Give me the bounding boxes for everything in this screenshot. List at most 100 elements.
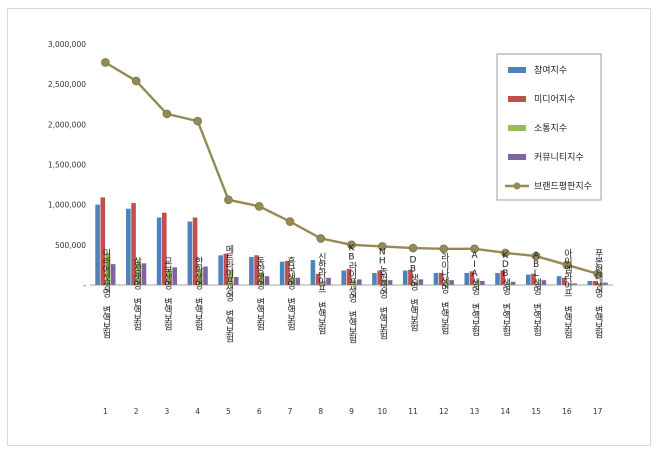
brand-index-point-8: [316, 234, 326, 243]
category-label-7: 흥국생명 변액보험: [285, 255, 295, 330]
bar-5-series-2: [223, 253, 229, 285]
legend-swatch-1: [508, 67, 526, 73]
bar-2-series-1: [126, 208, 131, 285]
bar-1-series-2: [100, 197, 106, 285]
bar-8-series-4: [326, 277, 331, 285]
bar-9-series-4: [357, 279, 362, 285]
bar-9-series-1: [341, 270, 346, 285]
bar-13-series-1: [464, 272, 470, 285]
bar-10-series-2: [377, 270, 382, 285]
brand-index-point-17: [593, 269, 602, 279]
bar-13-series-3: [474, 280, 480, 285]
bar-3-series-1: [156, 217, 162, 285]
bar-5-series-3: [228, 269, 234, 285]
category-label-15: ABL생명 변액보험: [531, 251, 541, 336]
rank-label-13: 13: [470, 407, 480, 416]
bar-16-series-1: [556, 276, 562, 285]
bar-2-series-2: [131, 203, 136, 285]
y-tick-label: -: [83, 281, 86, 290]
rank-label-4: 4: [195, 407, 200, 416]
bar-16-series-2: [561, 277, 567, 285]
bar-1-series-4: [110, 264, 116, 285]
brand-index-point-7: [285, 217, 295, 226]
brand-index-point-10: [377, 242, 387, 251]
bar-8-series-1: [310, 260, 316, 285]
bar-14-series-4: [510, 281, 516, 285]
rank-label-7: 7: [288, 407, 293, 416]
bar-3-series-3: [167, 268, 172, 285]
rank-label-9: 9: [349, 407, 354, 416]
legend-label-1: 참여지수: [534, 64, 567, 76]
bar-12-series-1: [433, 272, 439, 285]
bar-7-series-3: [290, 276, 295, 285]
bar-16-series-4: [572, 283, 577, 285]
bar-14-series-3: [505, 282, 511, 285]
bar-7-series-4: [295, 277, 301, 285]
category-label-11: DB생명 변액보험: [408, 256, 418, 332]
bar-3-series-4: [172, 267, 178, 285]
category-label-4: 한화생명 변액보험: [193, 256, 203, 330]
bar-4-series-4: [203, 266, 208, 285]
category-label-13: AIA생명 변액보험: [470, 251, 480, 336]
brand-index-point-3: [162, 109, 172, 119]
bar-12-series-2: [438, 272, 444, 285]
bar-13-series-2: [469, 271, 475, 285]
bar-17-series-3: [597, 283, 603, 285]
bar-9-series-3: [351, 280, 357, 285]
bar-1-series-1: [95, 204, 100, 285]
category-label-17: 푸본현대생명 변액보험: [593, 248, 603, 338]
brand-index-point-4: [193, 116, 202, 126]
x-axis: 미래에셋생명 변액보험 1 삼성생명 변액보험 2 교보생명 변액보험 3 한화생명 변액보…: [90, 244, 613, 416]
bar-15-series-4: [541, 280, 547, 285]
category-label-9: KB라이프생명 변액보험: [347, 244, 357, 344]
brand-index-point-13: [470, 244, 479, 254]
brand-index-point-14: [501, 248, 510, 258]
bar-11-series-4: [418, 279, 424, 285]
y-tick-label: 2,000,000: [48, 120, 86, 129]
bar-2-series-3: [136, 260, 142, 285]
bar-7-series-1: [279, 261, 285, 285]
legend-marker: [513, 182, 521, 190]
bar-series-group: [95, 197, 608, 285]
bar-17-series-1: [587, 280, 593, 285]
bar-11-series-3: [413, 282, 418, 285]
legend-swatch-3: [508, 125, 526, 131]
category-label-16: 아이엠라이프 변액보험: [562, 248, 572, 338]
y-tick-label: 1,500,000: [48, 161, 86, 170]
y-axis: - 500,000 1,000,000 1,500,000 2,000,000 2,500…: [48, 40, 86, 290]
rank-label-6: 6: [257, 407, 262, 416]
brand-index-point-9: [347, 240, 356, 250]
bar-15-series-3: [536, 282, 541, 285]
legend-swatch-4: [508, 154, 526, 160]
bar-2-series-4: [141, 263, 147, 285]
bar-10-series-4: [387, 280, 393, 285]
bar-12-series-4: [449, 280, 454, 285]
rank-label-16: 16: [562, 407, 572, 416]
rank-label-15: 15: [531, 407, 541, 416]
bar-15-series-2: [531, 273, 536, 285]
bar-10-series-3: [382, 279, 388, 285]
legend-label-5: 브랜드평판지수: [534, 181, 592, 192]
line-series-group: [101, 58, 602, 279]
bar-11-series-1: [402, 270, 408, 285]
bar-6-series-4: [264, 276, 270, 285]
bar-5-series-1: [218, 255, 223, 285]
brand-index-point-5: [224, 195, 233, 205]
bar-8-series-3: [321, 280, 326, 285]
rank-label-8: 8: [318, 407, 323, 416]
legend-swatch-2: [508, 96, 526, 102]
bar-3-series-2: [162, 212, 167, 285]
rank-label-5: 5: [226, 407, 231, 416]
category-label-14: KDB생명 변액보험: [500, 251, 510, 336]
rank-label-2: 2: [134, 407, 139, 416]
category-label-8: 신한라이프 변액보험: [316, 252, 326, 334]
bar-12-series-3: [444, 280, 449, 285]
bar-4-series-3: [197, 268, 203, 285]
bar-4-series-2: [192, 217, 198, 285]
bar-9-series-2: [346, 268, 352, 285]
category-label-2: 삼성생명 변액보험: [131, 256, 141, 330]
y-tick-label: 3,000,000: [48, 40, 86, 49]
legend-label-4: 커뮤니티지수: [534, 152, 584, 163]
bar-13-series-4: [480, 280, 485, 285]
bar-16-series-3: [567, 283, 572, 285]
